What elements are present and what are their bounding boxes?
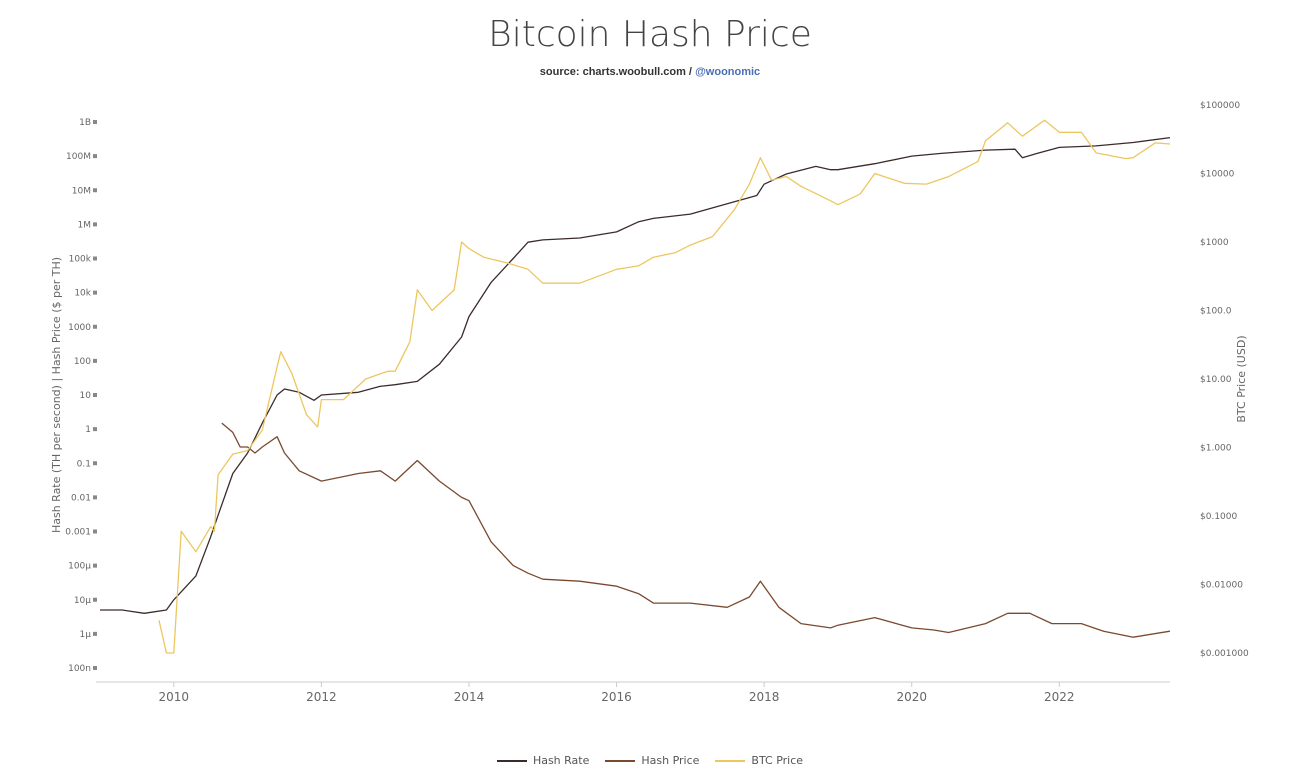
y-left-tick-label: 100n <box>68 664 91 674</box>
legend-item-hash-price[interactable]: Hash Price <box>605 754 699 767</box>
y-left-tick-label: 10M <box>72 186 91 196</box>
y-right-axis-title: BTC Price (USD) <box>1235 335 1248 422</box>
y-left-tick-mark <box>93 256 97 261</box>
x-tick-label: 2022 <box>1044 690 1075 704</box>
y-left-tick-mark <box>93 631 97 636</box>
x-tick-label: 2018 <box>749 690 780 704</box>
y-right-tick-label: $100.0 <box>1200 307 1232 317</box>
series-line-hash-price <box>221 422 1171 638</box>
chart-subtitle: source: charts.woobull.com / @woonomic <box>0 66 1300 78</box>
y-right-tick-label: $0.001000 <box>1200 649 1249 659</box>
legend-swatch-hash-price <box>605 759 636 762</box>
y-left-tick-label: 10k <box>74 289 91 299</box>
y-left-tick-mark <box>93 563 97 568</box>
y-left-tick-mark <box>93 461 97 466</box>
subtitle-handle-link[interactable]: @woonomic <box>695 66 761 78</box>
x-tick-label: 2014 <box>454 690 485 704</box>
y-left-tick-mark <box>93 666 97 670</box>
legend-item-btc-price[interactable]: BTC Price <box>715 754 803 767</box>
y-right-tick-label: $10000 <box>1200 170 1235 180</box>
y-left-tick-mark <box>93 120 97 124</box>
y-left-tick-label: 0.01 <box>71 493 91 503</box>
x-tick-label: 2016 <box>601 690 632 704</box>
y-left-tick-label: 100 <box>74 357 91 367</box>
y-left-tick-label: 1 <box>85 425 91 435</box>
y-left-tick-label: 1B <box>79 118 91 128</box>
subtitle-source: source: charts.woobull.com / <box>539 66 692 78</box>
y-left-tick-label: 100µ <box>68 562 91 572</box>
y-left-tick-mark <box>93 358 97 363</box>
y-left-tick-mark <box>93 393 97 397</box>
legend-swatch-hash-rate <box>496 759 527 762</box>
y-left-tick-label: 100M <box>66 152 91 162</box>
x-tick-label: 2020 <box>896 690 927 704</box>
legend-label-btc-price: BTC Price <box>751 754 804 767</box>
y-left-tick-mark <box>93 154 97 159</box>
y-right-tick-label: $100000 <box>1200 101 1240 111</box>
y-left-tick-mark <box>93 597 97 602</box>
legend-item-hash-rate[interactable]: Hash Rate <box>496 754 590 767</box>
y-left-tick-label: 100k <box>69 255 92 265</box>
legend-swatch-btc-price <box>715 759 746 762</box>
y-left-tick-mark <box>93 324 97 329</box>
y-right-tick-label: $0.01000 <box>1200 581 1243 591</box>
y-left-tick-label: 1000 <box>68 323 91 333</box>
y-left-tick-mark <box>93 188 97 193</box>
y-left-tick-label: 10 <box>80 391 92 401</box>
y-right-tick-label: $1.000 <box>1200 444 1232 454</box>
y-left-tick-mark <box>93 222 97 227</box>
chart-legend: Hash Rate Hash Price BTC Price <box>0 754 1300 767</box>
chart-title: Bitcoin Hash Price <box>488 14 812 55</box>
y-left-tick-label: 1M <box>78 220 92 230</box>
series-line-hash-rate <box>100 136 1171 614</box>
y-left-tick-label: 10µ <box>74 596 91 606</box>
y-left-tick-label: 0.1 <box>77 459 91 469</box>
y-left-tick-mark <box>93 529 97 534</box>
x-tick-label: 2010 <box>159 690 190 704</box>
y-left-tick-mark <box>93 427 97 432</box>
series-line-btc-price <box>158 119 1171 654</box>
legend-label-hash-price: Hash Price <box>641 754 700 767</box>
y-right-tick-label: $1000 <box>1200 238 1229 248</box>
y-left-tick-label: 0.001 <box>65 528 91 538</box>
y-right-tick-label: $10.00 <box>1200 375 1232 385</box>
x-tick-label: 2012 <box>306 690 337 704</box>
y-left-axis-title: Hash Rate (TH per second) | Hash Price (… <box>50 257 63 533</box>
legend-label-hash-rate: Hash Rate <box>532 754 590 767</box>
y-left-tick-label: 1µ <box>80 630 92 640</box>
y-left-tick-mark <box>93 290 97 295</box>
y-right-tick-label: $0.1000 <box>1200 512 1237 522</box>
y-left-tick-mark <box>93 495 97 500</box>
